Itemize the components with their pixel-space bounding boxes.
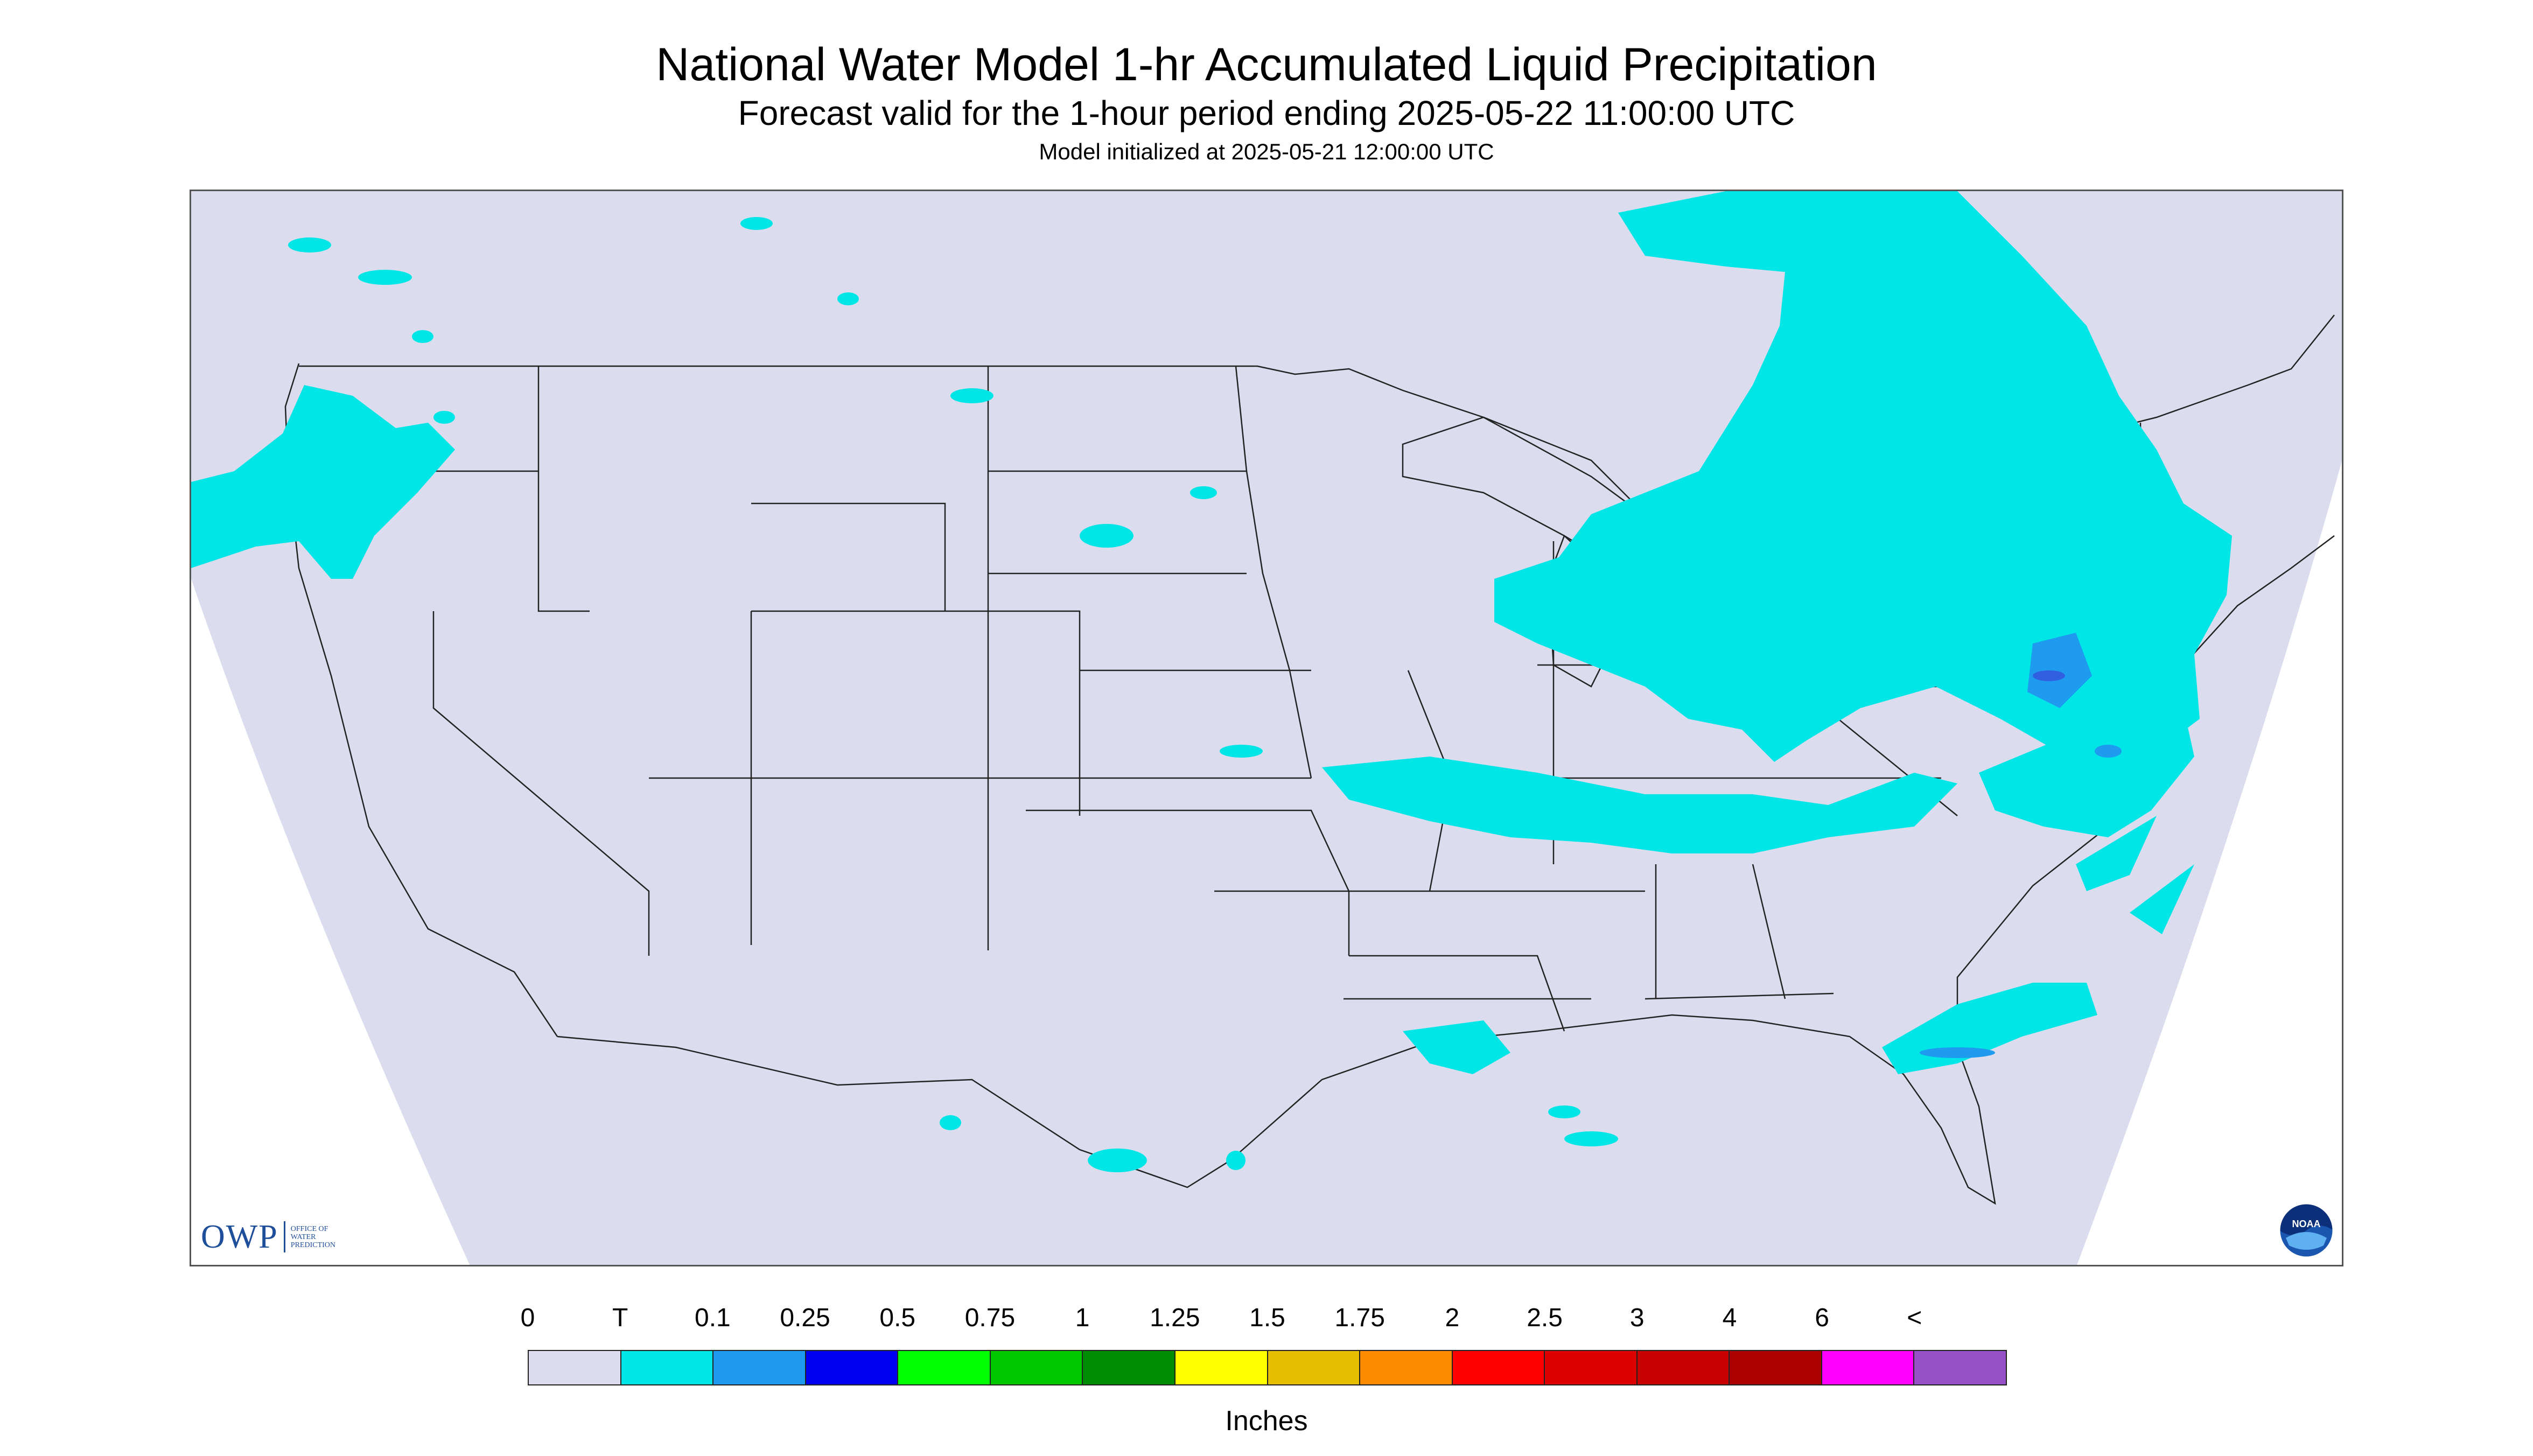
colorbar-tick-labels: 0 T 0.1 0.25 0.5 0.75 1 1.25 1.5 1.75 2 2.5 3 4 6 < bbox=[521, 1302, 2007, 1334]
map-canvas bbox=[191, 191, 2342, 1265]
colorbar-tick-label: 0.1 bbox=[695, 1304, 731, 1332]
colorbar-tick-label: 1 bbox=[1075, 1304, 1090, 1332]
colorbar-tick-label: 2 bbox=[1445, 1304, 1460, 1332]
owp-subtext-line-3: PREDICTION bbox=[290, 1241, 336, 1249]
colorbar-bin-2 bbox=[713, 1351, 806, 1384]
colorbar-tick-label: 1.25 bbox=[1150, 1304, 1200, 1332]
noaa-logo-text: NOAA bbox=[2292, 1219, 2321, 1229]
noaa-logo-icon: NOAA bbox=[2278, 1202, 2334, 1258]
owp-subtext-line-2: WATER bbox=[290, 1233, 316, 1241]
colorbar-bin-3 bbox=[806, 1351, 899, 1384]
colorbar-tick-label: 2.5 bbox=[1527, 1304, 1563, 1332]
colorbar-bin-14 bbox=[1822, 1351, 1915, 1384]
colorbar-bin-7 bbox=[1175, 1351, 1268, 1384]
precip-colorbar bbox=[528, 1350, 2007, 1385]
colorbar-bin-0 bbox=[529, 1351, 621, 1384]
precip-moderate-areas bbox=[2033, 670, 2065, 681]
colorbar-tick-label: 0.5 bbox=[879, 1304, 916, 1332]
colorbar-tick-label: 4 bbox=[1722, 1304, 1737, 1332]
colorbar-tick-label: 0.25 bbox=[780, 1304, 830, 1332]
colorbar-tick-label: 1.75 bbox=[1334, 1304, 1385, 1332]
colorbar-bin-15 bbox=[1914, 1351, 2006, 1384]
precipitation-map: OWP OFFICE OF WATER PREDICTION NOAA bbox=[190, 190, 2343, 1266]
colorbar-tick-label: 6 bbox=[1815, 1304, 1829, 1332]
map-subtitle: Forecast valid for the 1-hour period end… bbox=[738, 94, 1795, 132]
colorbar-bin-4 bbox=[898, 1351, 991, 1384]
colorbar-bin-12 bbox=[1637, 1351, 1730, 1384]
colorbar-tick-label: 0 bbox=[520, 1304, 535, 1332]
colorbar-tick-label: 0.75 bbox=[964, 1304, 1016, 1332]
colorbar-bin-10 bbox=[1452, 1351, 1545, 1384]
colorbar-unit-label: Inches bbox=[1225, 1405, 1308, 1437]
colorbar-bin-9 bbox=[1360, 1351, 1453, 1384]
owp-logo: OWP OFFICE OF WATER PREDICTION bbox=[201, 1215, 335, 1258]
model-init-line: Model initialized at 2025-05-21 12:00:00… bbox=[1039, 139, 1494, 164]
precip-trace-areas bbox=[191, 191, 2232, 1172]
owp-subtext-line-1: OFFICE OF bbox=[290, 1224, 328, 1233]
owp-logo-subtext: OFFICE OF WATER PREDICTION bbox=[291, 1225, 335, 1249]
colorbar-bin-6 bbox=[1083, 1351, 1175, 1384]
colorbar-bin-8 bbox=[1268, 1351, 1361, 1384]
owp-logo-divider bbox=[283, 1221, 285, 1252]
colorbar-bin-13 bbox=[1730, 1351, 1822, 1384]
colorbar-bin-5 bbox=[990, 1351, 1083, 1384]
colorbar-tick-label: 1.5 bbox=[1249, 1304, 1285, 1332]
precip-light-areas bbox=[1920, 633, 2122, 1058]
colorbar-tick-label: < bbox=[1907, 1304, 1922, 1332]
colorbar-bin-1 bbox=[621, 1351, 714, 1384]
owp-logo-text: OWP bbox=[201, 1218, 278, 1255]
map-title: National Water Model 1-hr Accumulated Li… bbox=[656, 39, 1877, 90]
colorbar-bin-11 bbox=[1545, 1351, 1638, 1384]
colorbar-tick-label: T bbox=[612, 1304, 628, 1332]
colorbar-tick-label: 3 bbox=[1629, 1304, 1645, 1332]
